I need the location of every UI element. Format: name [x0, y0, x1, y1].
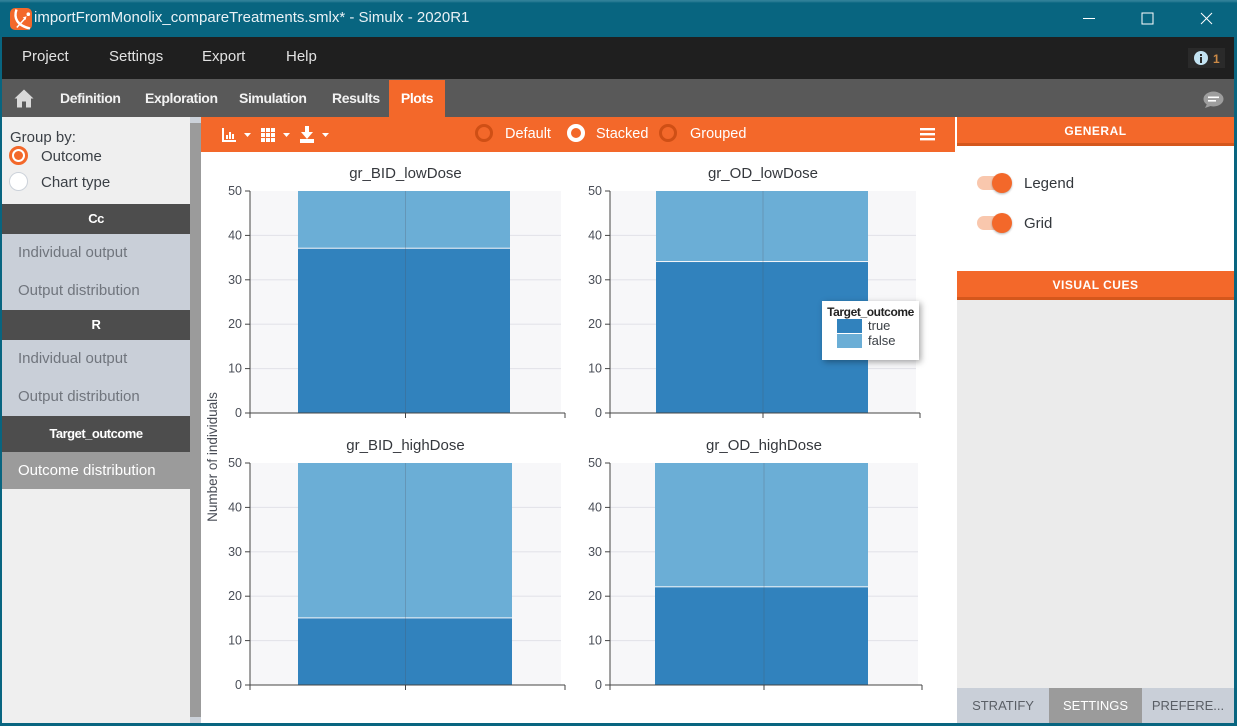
svg-text:40: 40 [228, 228, 242, 242]
svg-text:gr_BID_lowDose: gr_BID_lowDose [349, 165, 462, 182]
svg-text:0: 0 [235, 406, 242, 420]
svg-text:20: 20 [588, 317, 602, 331]
svg-text:50: 50 [228, 456, 242, 470]
svg-text:40: 40 [588, 500, 602, 514]
svg-text:gr_OD_highDose: gr_OD_highDose [706, 437, 822, 454]
svg-text:10: 10 [588, 362, 602, 376]
svg-text:10: 10 [228, 362, 242, 376]
svg-text:20: 20 [588, 589, 602, 603]
svg-text:10: 10 [228, 634, 242, 648]
svg-text:gr_BID_highDose: gr_BID_highDose [346, 437, 464, 454]
svg-text:Number of individuals: Number of individuals [205, 392, 220, 522]
svg-text:0: 0 [595, 406, 602, 420]
svg-text:50: 50 [228, 184, 242, 198]
svg-text:30: 30 [228, 545, 242, 559]
svg-text:10: 10 [588, 634, 602, 648]
svg-text:20: 20 [228, 589, 242, 603]
svg-text:0: 0 [235, 678, 242, 692]
svg-text:40: 40 [588, 228, 602, 242]
svg-text:30: 30 [588, 545, 602, 559]
svg-text:50: 50 [588, 184, 602, 198]
svg-text:30: 30 [588, 273, 602, 287]
svg-text:gr_OD_lowDose: gr_OD_lowDose [708, 165, 818, 182]
svg-text:20: 20 [228, 317, 242, 331]
svg-text:50: 50 [588, 456, 602, 470]
svg-text:40: 40 [228, 500, 242, 514]
svg-text:0: 0 [595, 678, 602, 692]
svg-text:30: 30 [228, 273, 242, 287]
